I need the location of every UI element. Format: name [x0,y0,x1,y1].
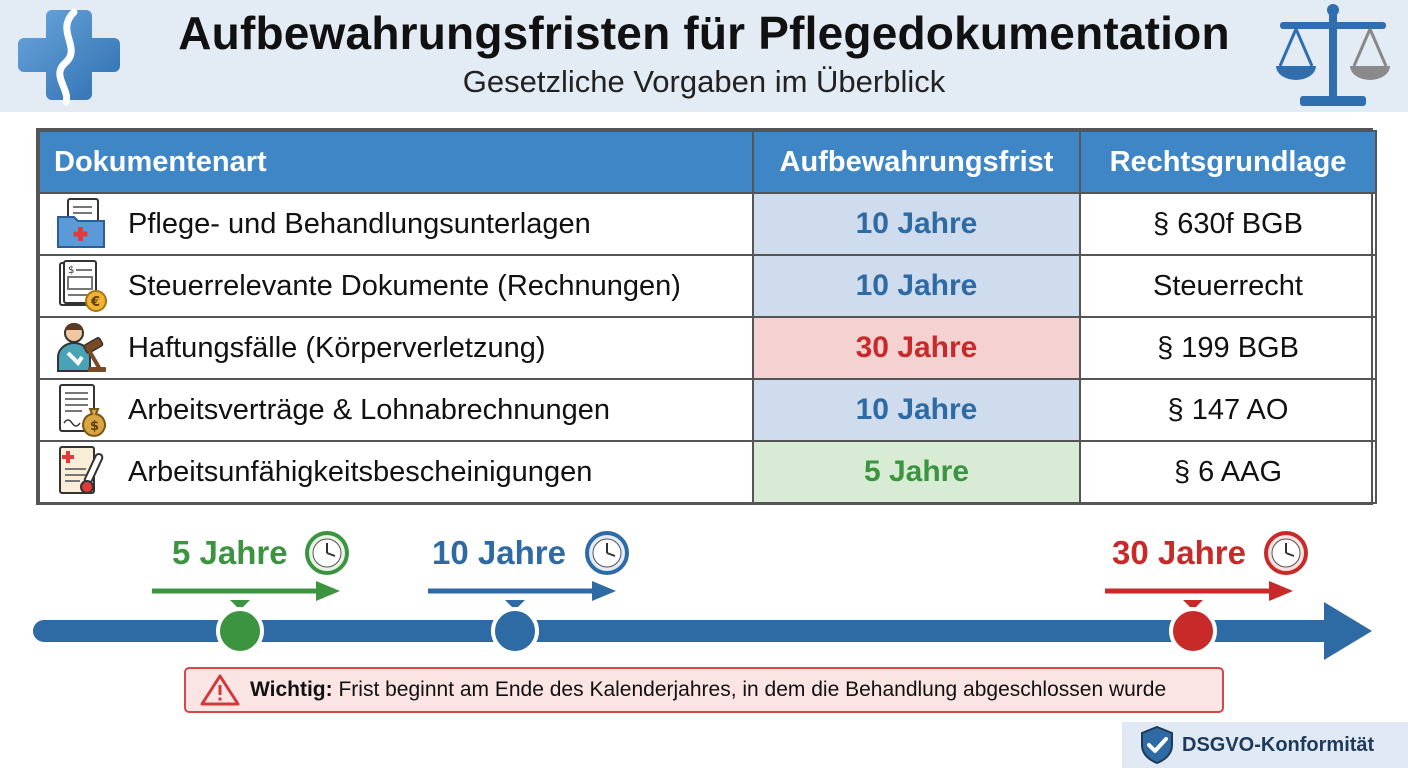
marker-dot-5 [216,607,264,655]
document-cell: Pflege- und Behandlungsunterlagen [38,192,754,256]
shield-check-icon [1141,725,1173,765]
marker-label-30: 30 Jahre [1112,534,1246,571]
law-cell: Steuerrecht [1079,254,1377,318]
marker-arrowhead-10 [592,581,616,601]
document-name: Arbeitsverträge & Lohnabrechnungen [128,393,611,426]
law-cell: § 630f BGB [1079,192,1377,256]
document-name: Pflege- und Behandlungsunterlagen [128,207,591,240]
marker-pointer-10 [505,600,525,610]
document-name: Haftungsfälle (Körperverletzung) [128,331,546,364]
warning-notice: Wichtig: Frist beginnt am Ende des Kalen… [184,667,1224,713]
column-header-period: Aufbewahrungsfrist [752,130,1081,194]
table-row: $ € Steuerrelevante Dokumente (Rechnunge… [38,254,1377,318]
retention-table: Dokumentenart Aufbewahrungsfrist Rechtsg… [36,128,1377,505]
document-cell: $ Arbeitsverträge & Lohnabrechnungen [38,378,754,442]
medical-folder-icon [57,198,105,248]
svg-text:$: $ [68,265,74,276]
header-banner: Aufbewahrungsfristen für Pflegedokumenta… [0,0,1408,112]
document-cell: Arbeitsunfähigkeitsbescheinigungen [38,440,754,504]
gdpr-badge: DSGVO-Konformität [1122,722,1408,768]
clock-icon [305,531,349,575]
period-cell: 10 Jahre [752,254,1081,318]
table-row: Haftungsfälle (Körperverletzung) 30 Jahr… [38,316,1377,380]
sick-note-thermometer-icon [59,446,104,494]
document-name: Arbeitsunfähigkeitsbescheinigungen [128,455,593,488]
warning-message: Frist beginnt am Ende des Kalenderjahres… [332,678,1167,701]
marker-pointer-30 [1183,600,1203,610]
marker-arrowhead-30 [1269,581,1293,601]
warning-label: Wichtig: [250,678,333,701]
document-cell: $ € Steuerrelevante Dokumente (Rechnunge… [38,254,754,318]
injured-person-gavel-icon [57,323,106,372]
warning-text: Wichtig: Frist beginnt am Ende des Kalen… [250,678,1166,702]
medical-cross-icon [18,8,120,106]
timeline-graphic [33,531,1372,660]
svg-text:€: € [90,295,100,310]
clock-icon [585,531,629,575]
period-cell: 30 Jahre [752,316,1081,380]
column-header-law: Rechtsgrundlage [1079,130,1377,194]
page-subtitle: Gesetzliche Vorgaben im Überblick [462,64,946,99]
law-cell: § 199 BGB [1079,316,1377,380]
document-cell: Haftungsfälle (Körperverletzung) [38,316,754,380]
clock-icon [1264,531,1308,575]
invoice-icon: $ € [59,260,107,312]
marker-label-10: 10 Jahre [432,534,566,571]
scales-of-justice-icon [1276,4,1390,106]
marker-dot-30 [1169,607,1217,655]
timeline-axis-arrowhead [1324,602,1372,660]
badge-label: DSGVO-Konformität [1182,733,1375,756]
period-cell: 10 Jahre [752,378,1081,442]
column-header-document: Dokumentenart [38,130,754,194]
marker-dot-10 [491,607,539,655]
page-title: Aufbewahrungsfristen für Pflegedokumenta… [178,7,1230,59]
table-row: $ Arbeitsverträge & Lohnabrechnungen 10 … [38,378,1377,442]
svg-text:$: $ [90,419,99,434]
marker-pointer-5 [230,600,250,610]
period-cell: 5 Jahre [752,440,1081,504]
document-name: Steuerrelevante Dokumente (Rechnungen) [128,269,681,302]
law-cell: § 147 AO [1079,378,1377,442]
warning-triangle-icon [200,674,240,706]
table-row: Pflege- und Behandlungsunterlagen 10 Jah… [38,192,1377,256]
period-cell: 10 Jahre [752,192,1081,256]
marker-label-5: 5 Jahre [172,534,288,571]
table-row: Arbeitsunfähigkeitsbescheinigungen 5 Jah… [38,440,1377,504]
marker-arrowhead-5 [316,581,340,601]
contract-money-bag-icon: $ [59,384,106,437]
retention-timeline: 5 Jahre 10 Jahre 30 Jahre [0,520,1408,670]
law-cell: § 6 AAG [1079,440,1377,504]
table-header-row: Dokumentenart Aufbewahrungsfrist Rechtsg… [38,130,1377,194]
